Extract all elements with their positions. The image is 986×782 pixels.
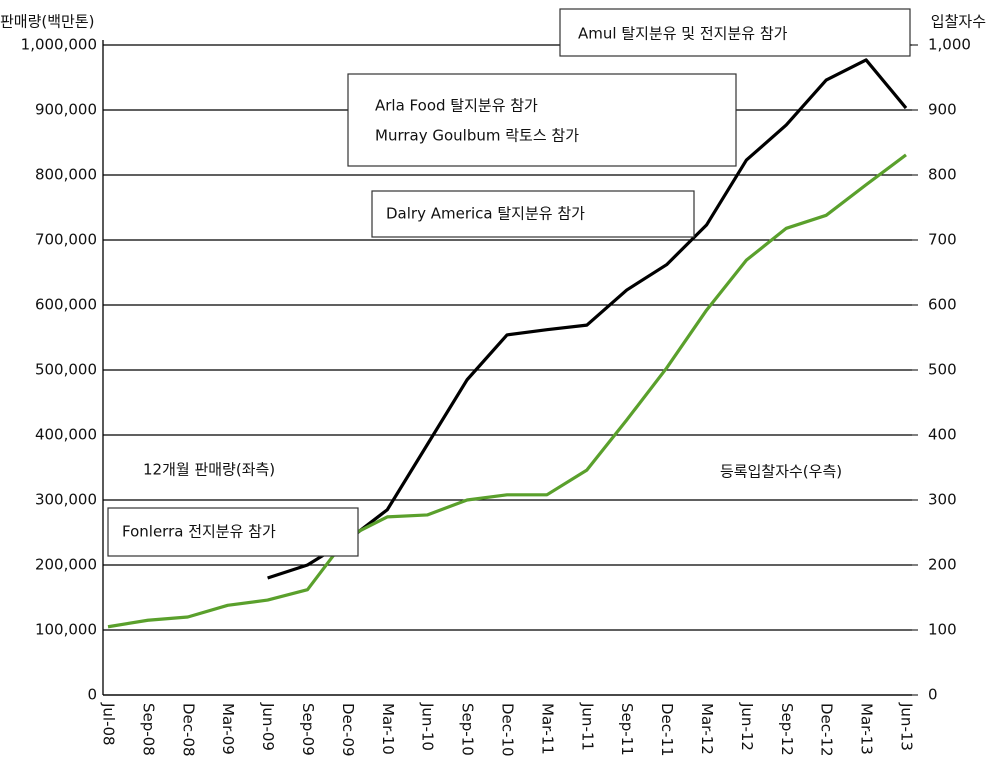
x-tick-label: Sep-08 bbox=[139, 703, 157, 756]
y2-tick-label: 0 bbox=[928, 686, 938, 704]
x-tick-label: Mar-11 bbox=[538, 703, 556, 755]
y-tick-label: 600,000 bbox=[35, 296, 97, 314]
x-tick-label: Mar-13 bbox=[858, 703, 876, 755]
y-tick-label: 800,000 bbox=[35, 166, 97, 184]
annotation: Murray Goulbum 락토스 참가 bbox=[375, 127, 579, 145]
annotation: Amul 탈지분유 및 전지분유 참가 bbox=[578, 25, 788, 43]
y-tick-label: 1,000,000 bbox=[21, 36, 97, 54]
x-tick-label: Jun-12 bbox=[738, 702, 756, 751]
annotation-box bbox=[371, 190, 695, 238]
x-tick-label: Jun-10 bbox=[419, 702, 437, 751]
y-tick-label: 700,000 bbox=[35, 231, 97, 249]
x-tick-label: Mar-10 bbox=[379, 703, 397, 755]
series-label: 12개월 판매량(좌측) bbox=[143, 461, 275, 479]
x-tick-label: Dec-11 bbox=[658, 703, 676, 757]
y-tick-label: 100,000 bbox=[35, 621, 97, 639]
x-tick-label: Jun-11 bbox=[578, 702, 596, 751]
y2-tick-label: 1,000 bbox=[928, 36, 971, 54]
x-tick-label: Sep-10 bbox=[459, 703, 477, 756]
x-tick-label: Dec-09 bbox=[339, 703, 357, 757]
y2-tick-label: 100 bbox=[928, 621, 957, 639]
annotation-box bbox=[559, 8, 911, 57]
y2-tick-label: 400 bbox=[928, 426, 957, 444]
annotation: Dalry America 탈지분유 참가 bbox=[386, 205, 585, 223]
y-tick-label: 500,000 bbox=[35, 361, 97, 379]
line-series bbox=[267, 58, 908, 580]
y-axis-title: 판매량(백만톤) bbox=[0, 13, 95, 31]
y-tick-label: 0 bbox=[87, 686, 97, 704]
x-tick-label: Mar-12 bbox=[698, 703, 716, 755]
x-tick-label: Sep-11 bbox=[618, 703, 636, 756]
line-series bbox=[107, 153, 907, 629]
x-tick-label: Jul-08 bbox=[100, 702, 118, 746]
y2-tick-label: 200 bbox=[928, 556, 957, 574]
y-tick-label: 300,000 bbox=[35, 491, 97, 509]
x-tick-label: Sep-12 bbox=[778, 703, 796, 756]
annotation-box bbox=[107, 507, 359, 557]
y2-tick-label: 300 bbox=[928, 491, 957, 509]
x-tick-label: Mar-09 bbox=[219, 703, 237, 755]
annotation: Fonlerra 전지분유 참가 bbox=[122, 523, 276, 541]
y2-tick-label: 700 bbox=[928, 231, 957, 249]
series-label: 등록입찰자수(우측) bbox=[720, 463, 842, 481]
x-tick-label: Jun-09 bbox=[259, 702, 277, 751]
x-tick-label: Dec-08 bbox=[179, 703, 197, 757]
y2-tick-label: 500 bbox=[928, 361, 957, 379]
annotation-box bbox=[347, 73, 737, 167]
y2-axis-title: 입찰자수 bbox=[931, 13, 986, 31]
y-tick-label: 400,000 bbox=[35, 426, 97, 444]
annotation: Arla Food 탈지분유 참가 bbox=[375, 97, 538, 115]
x-tick-label: Jun-13 bbox=[898, 702, 916, 751]
x-tick-label: Sep-09 bbox=[299, 703, 317, 756]
y2-tick-label: 600 bbox=[928, 296, 957, 314]
y-tick-label: 200,000 bbox=[35, 556, 97, 574]
x-tick-label: Dec-12 bbox=[818, 703, 836, 757]
y2-tick-label: 800 bbox=[928, 166, 957, 184]
y2-tick-label: 900 bbox=[928, 101, 957, 119]
x-tick-label: Dec-10 bbox=[499, 703, 517, 757]
y-tick-label: 900,000 bbox=[35, 101, 97, 119]
